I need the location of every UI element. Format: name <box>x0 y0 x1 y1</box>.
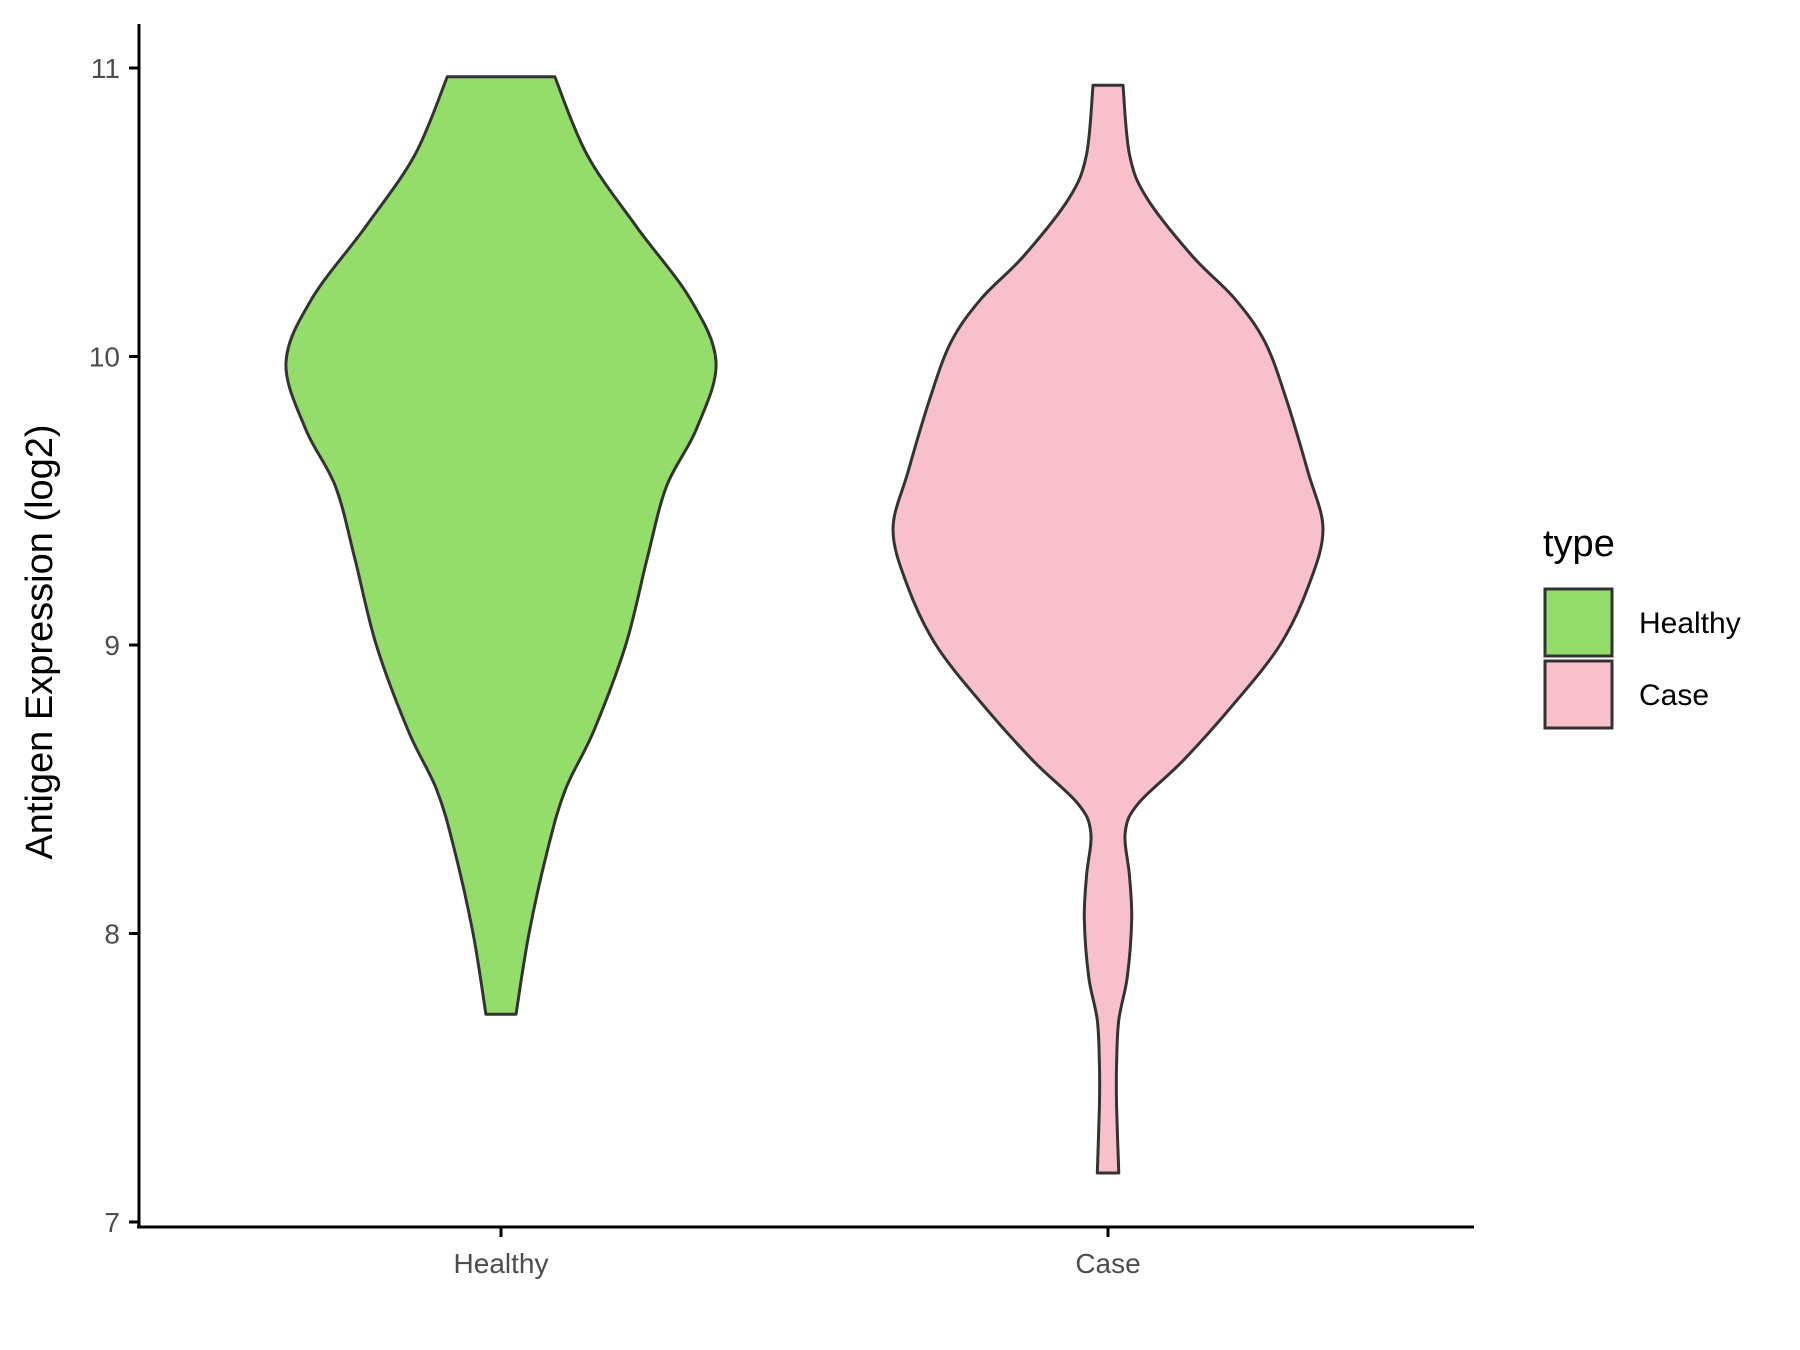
legend-label-case: Case <box>1639 679 1709 712</box>
legend-label-healthy: Healthy <box>1639 607 1741 640</box>
y-ticks: 7 8 9 10 11 <box>89 53 139 1238</box>
legend-items: Healthy Case <box>1543 587 1741 730</box>
y-tick-label: 9 <box>104 630 120 661</box>
x-ticks: Healthy Case <box>454 1227 1141 1279</box>
violin-case <box>891 83 1325 1175</box>
violins-layer <box>284 75 1325 1175</box>
y-tick-label: 7 <box>104 1207 120 1238</box>
y-tick-label: 8 <box>104 919 120 950</box>
y-tick-label: 10 <box>89 342 120 373</box>
legend: type Healthy Case <box>1543 523 1741 730</box>
legend-swatch-case <box>1543 659 1614 730</box>
violin-healthy <box>284 75 718 1016</box>
legend-title: type <box>1543 523 1615 565</box>
x-tick-label: Case <box>1075 1248 1140 1279</box>
x-tick-label: Healthy <box>454 1248 549 1279</box>
y-axis-title: Antigen Expression (log2) <box>19 424 61 859</box>
legend-swatch-healthy <box>1543 587 1614 658</box>
y-tick-label: 11 <box>91 53 120 84</box>
axes-layer <box>137 24 1474 1229</box>
